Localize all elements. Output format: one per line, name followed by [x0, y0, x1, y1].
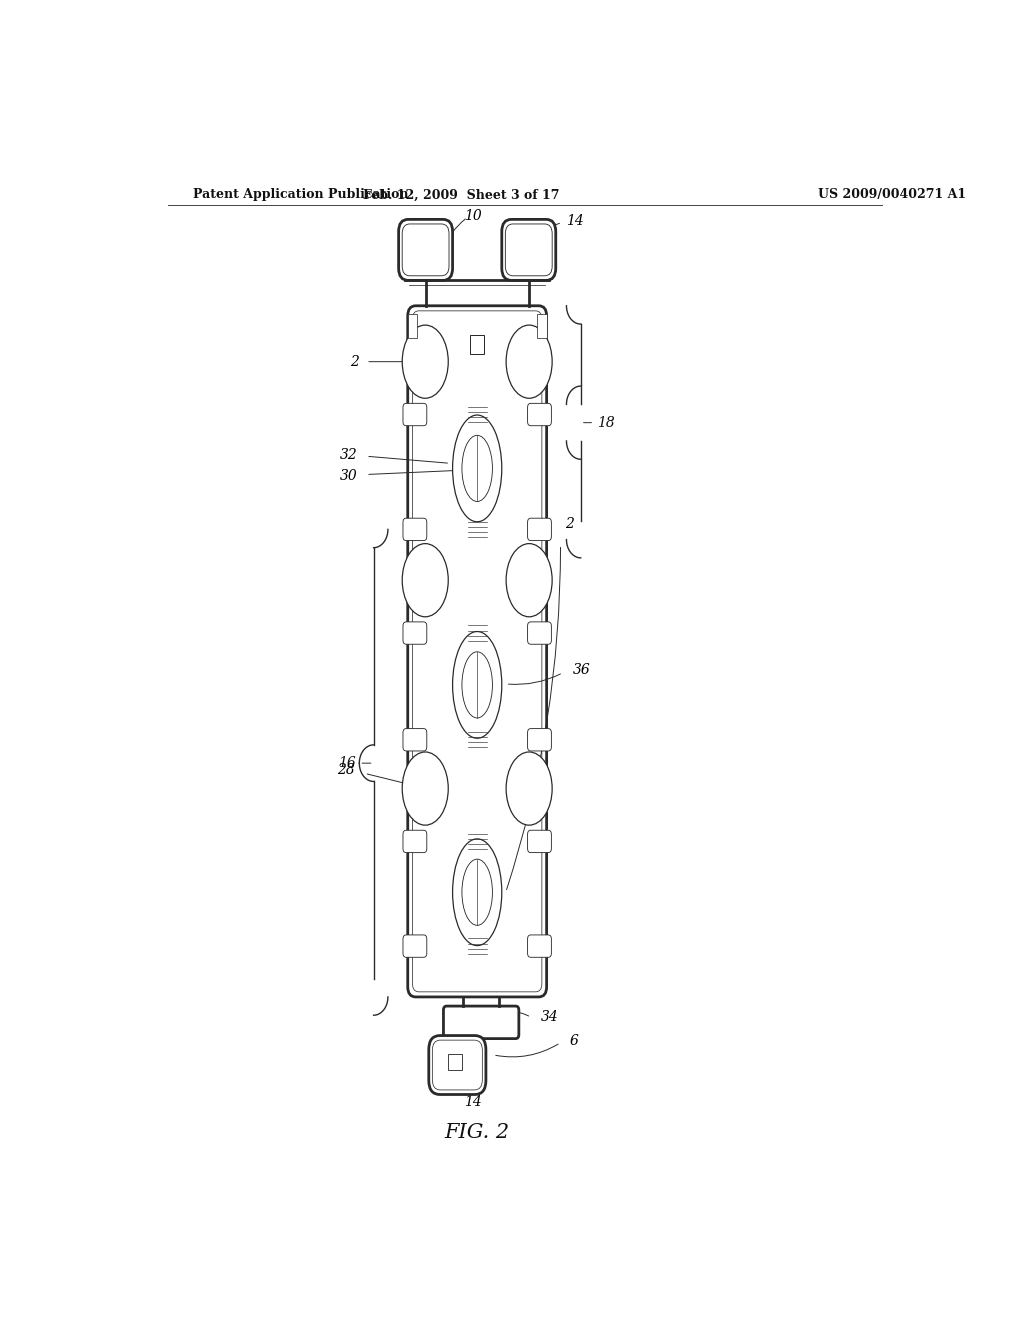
FancyBboxPatch shape	[527, 404, 551, 426]
FancyBboxPatch shape	[403, 830, 427, 853]
Ellipse shape	[506, 325, 552, 399]
Ellipse shape	[506, 752, 552, 825]
Bar	[470, 335, 484, 354]
Text: 34: 34	[542, 1010, 559, 1024]
FancyBboxPatch shape	[403, 622, 427, 644]
FancyBboxPatch shape	[403, 935, 427, 957]
FancyBboxPatch shape	[408, 306, 547, 997]
Text: FIG. 2: FIG. 2	[444, 1122, 510, 1142]
Text: 36: 36	[573, 663, 591, 677]
Text: 30: 30	[340, 469, 357, 483]
Ellipse shape	[453, 840, 502, 945]
Text: 14: 14	[566, 214, 584, 228]
Text: 6: 6	[569, 1034, 579, 1048]
Ellipse shape	[462, 859, 493, 925]
Ellipse shape	[453, 631, 502, 738]
Text: 2: 2	[350, 355, 358, 368]
Text: 28: 28	[337, 763, 354, 777]
Bar	[447, 1055, 462, 1069]
Text: 18: 18	[597, 416, 614, 430]
FancyBboxPatch shape	[527, 830, 551, 853]
FancyBboxPatch shape	[429, 1036, 486, 1094]
FancyBboxPatch shape	[527, 935, 551, 957]
FancyBboxPatch shape	[527, 622, 551, 644]
Ellipse shape	[402, 752, 449, 825]
Ellipse shape	[402, 544, 449, 616]
Ellipse shape	[462, 652, 493, 718]
Text: Feb. 12, 2009  Sheet 3 of 17: Feb. 12, 2009 Sheet 3 of 17	[364, 189, 559, 202]
FancyBboxPatch shape	[403, 729, 427, 751]
Bar	[538, 314, 547, 338]
Bar	[408, 314, 417, 338]
Ellipse shape	[462, 436, 493, 502]
FancyBboxPatch shape	[527, 729, 551, 751]
Text: 10: 10	[464, 210, 482, 223]
Ellipse shape	[402, 325, 449, 399]
FancyBboxPatch shape	[502, 219, 556, 280]
FancyBboxPatch shape	[527, 519, 551, 541]
FancyBboxPatch shape	[403, 519, 427, 541]
Ellipse shape	[506, 544, 552, 616]
Text: 14: 14	[464, 1094, 482, 1109]
Text: 16: 16	[338, 756, 356, 770]
FancyBboxPatch shape	[398, 219, 453, 280]
Ellipse shape	[453, 414, 502, 521]
FancyBboxPatch shape	[403, 404, 427, 426]
Text: Patent Application Publication: Patent Application Publication	[194, 189, 409, 202]
Text: 32: 32	[340, 449, 357, 462]
Text: 2: 2	[565, 517, 573, 532]
FancyBboxPatch shape	[443, 1006, 519, 1039]
Text: US 2009/0040271 A1: US 2009/0040271 A1	[818, 189, 967, 202]
